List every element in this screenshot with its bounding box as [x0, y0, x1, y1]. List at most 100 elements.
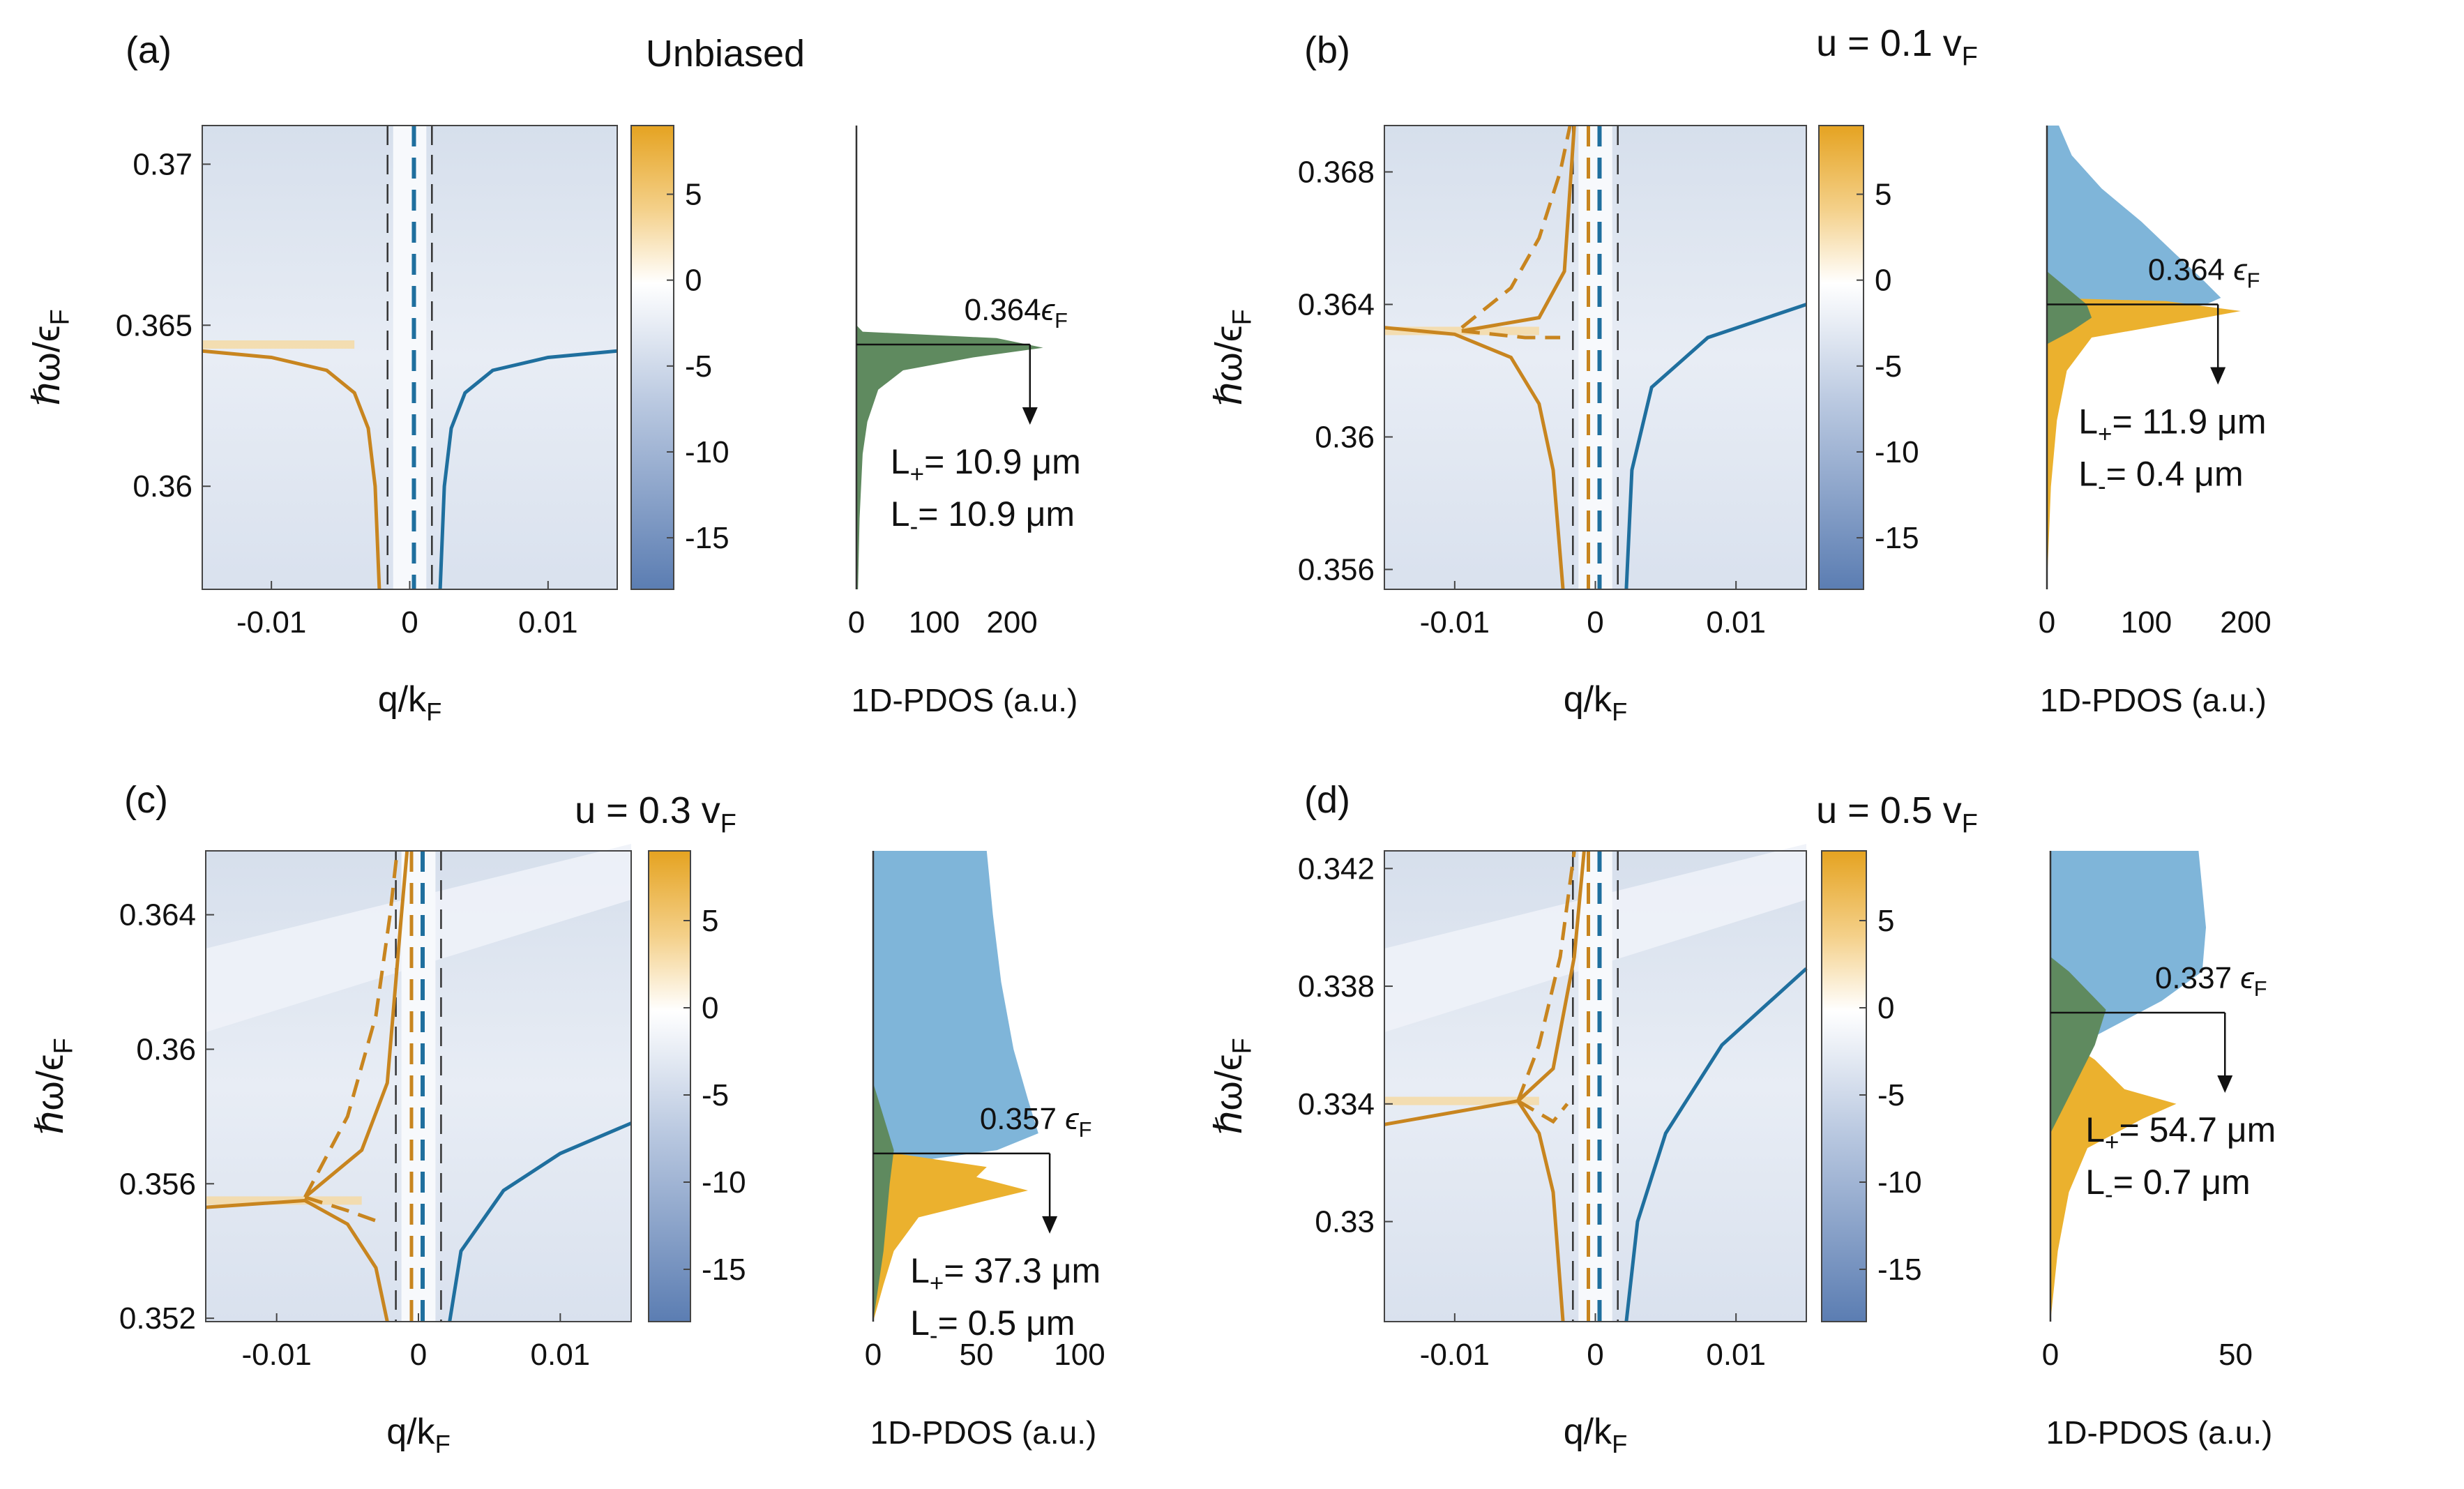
heatmap-center-band	[1578, 126, 1612, 589]
y-tick-label: 0.356	[119, 1167, 196, 1201]
L-plus-label: L+= 11.9 μm	[2078, 402, 2266, 448]
colorbar-tick-label: -15	[685, 521, 730, 555]
y-tick-label: 0.36	[136, 1032, 196, 1066]
x-tick-label: -0.01	[242, 1338, 312, 1372]
y-tick-label: 0.36	[1315, 421, 1375, 455]
y-tick-label: 0.36	[133, 469, 192, 504]
L-minus-label: L-= 0.7 μm	[2085, 1163, 2250, 1209]
colorbar-tick-label: 5	[702, 904, 718, 938]
x-axis-label: q/kF	[378, 679, 442, 726]
L-plus-label: L+= 37.3 μm	[910, 1251, 1101, 1297]
y-axis-label: ℏω/ϵF	[1208, 1038, 1257, 1134]
pdos-green-area	[2047, 271, 2092, 345]
y-tick-label: 0.352	[119, 1301, 196, 1336]
peak-arrow-head	[1022, 407, 1038, 425]
panel-a: (a) Unbiased -0.01 0 0.01 0.36 0.365 0.37 q/kF ℏω…	[26, 29, 1081, 726]
peak-label: 0.357 ϵF	[980, 1102, 1092, 1142]
colorbar-tick-label: -10	[702, 1165, 746, 1200]
pdos-x-tick-label: 200	[986, 605, 1037, 640]
peak-arrow-head	[2210, 367, 2226, 385]
colorbar	[630, 125, 674, 590]
y-tick-label: 0.33	[1315, 1205, 1375, 1239]
orange-inner-branch	[303, 850, 409, 1199]
heatmap-center-band	[1578, 851, 1612, 1322]
colorbar-tick-label: -10	[685, 435, 730, 469]
x-tick-label: -0.01	[1420, 1338, 1490, 1372]
pdos-x-tick-label: 100	[2121, 605, 2172, 640]
orange-dispersion-line	[202, 349, 381, 590]
x-tick-label: 0	[1587, 1338, 1603, 1372]
pdos-x-label: 1D-PDOS (a.u.)	[870, 1414, 1097, 1451]
x-tick-label: 0	[1587, 605, 1603, 640]
y-tick-label: 0.365	[116, 308, 192, 342]
panel-title: u = 0.1 vF	[1816, 22, 1978, 72]
pdos-x-tick-label: 0	[2039, 605, 2055, 640]
blue-dispersion-line	[448, 1121, 632, 1322]
pdos-x-tick-label: 0	[848, 605, 865, 640]
pdos-orange-area	[873, 1150, 1028, 1322]
orange-dispersion-line	[1384, 326, 1565, 590]
pdos-green-area	[873, 1082, 894, 1322]
panel-title: u = 0.5 vF	[1816, 789, 1978, 839]
blue-dispersion-line	[438, 349, 618, 590]
blue-dispersion-line	[1624, 967, 1808, 1322]
y-tick-label: 0.364	[119, 898, 196, 932]
y-tick-label: 0.338	[1298, 969, 1375, 1004]
y-tick-label: 0.368	[1298, 156, 1375, 190]
colorbar-tick-label: -10	[1875, 435, 1919, 469]
pdos-x-tick-label: 50	[960, 1338, 994, 1372]
pdos-x-label: 1D-PDOS (a.u.)	[2046, 1414, 2273, 1451]
colorbar-tick-label: 5	[685, 178, 702, 212]
panel-title: Unbiased	[646, 33, 805, 75]
pdos-x-tick-label: 200	[2220, 605, 2271, 640]
panel-d: (d) u = 0.5 vF -0.01 0 0.01 0.33 0.334 0.338 0.3…	[1208, 779, 2276, 1458]
x-axis-label: q/kF	[1564, 1412, 1628, 1458]
orange-dashed-branch	[1516, 850, 1576, 1102]
orange-dispersion-line	[205, 1198, 389, 1322]
heatmap-center-band	[401, 851, 436, 1322]
x-tick-label: -0.01	[236, 605, 306, 640]
y-tick-label: 0.334	[1298, 1087, 1375, 1121]
panel-b: (b) u = 0.1 vF -0.01 0 0.01 0.356 0.36 0.364 0.3…	[1208, 22, 2272, 726]
peak-label: 0.364 ϵF	[2148, 253, 2260, 293]
orange-dashed-lower	[1461, 329, 1561, 340]
L-plus-label: L+= 54.7 μm	[2085, 1110, 2276, 1156]
panel-label: (a)	[126, 29, 172, 71]
pdos-green-area	[856, 325, 1043, 589]
orange-dispersion-line	[1384, 1098, 1565, 1322]
colorbar-tick-label: 5	[1875, 178, 1891, 212]
panel-label: (c)	[124, 779, 168, 821]
colorbar	[1821, 850, 1867, 1322]
x-tick-label: 0	[401, 605, 418, 640]
y-axis-label: ℏω/ϵF	[29, 1038, 79, 1134]
orange-dashed-branch	[303, 850, 399, 1198]
colorbar-tick-label: -15	[1875, 521, 1919, 555]
colorbar-tick-label: -15	[1877, 1253, 1922, 1287]
L-plus-label: L+= 10.9 μm	[891, 442, 1081, 488]
peak-label: 0.364ϵF	[965, 293, 1068, 333]
colorbar-tick-label: -5	[1875, 349, 1902, 384]
colorbar-tick-label: 0	[702, 991, 718, 1025]
colorbar-tick-label: 0	[685, 264, 702, 298]
colorbar-tick-label: -15	[702, 1253, 746, 1287]
orange-inner-branch	[1516, 850, 1586, 1103]
colorbar-tick-label: -5	[685, 349, 712, 384]
pdos-x-tick-label: 0	[865, 1338, 882, 1372]
pdos-x-tick-label: 100	[1054, 1338, 1105, 1372]
colorbar-tick-label: -10	[1877, 1165, 1922, 1200]
colorbar	[1818, 125, 1864, 590]
x-tick-label: 0.01	[1706, 1338, 1766, 1372]
colorbar-tick-label: 0	[1877, 991, 1894, 1025]
panel-label: (b)	[1304, 29, 1350, 71]
colorbar-tick-label: -5	[1877, 1078, 1905, 1112]
pdos-orange-area	[2050, 1030, 2177, 1322]
blue-dispersion-line	[1624, 303, 1807, 590]
x-tick-label: -0.01	[1420, 605, 1490, 640]
pdos-green-area	[2050, 956, 2106, 1133]
pdos-x-tick-label: 100	[909, 605, 960, 640]
heatmap-center-band	[393, 126, 427, 589]
colorbar-tick-label: 0	[1875, 264, 1891, 298]
L-minus-label: L-= 10.9 μm	[891, 494, 1075, 541]
pdos-blue-area	[873, 851, 1038, 1167]
